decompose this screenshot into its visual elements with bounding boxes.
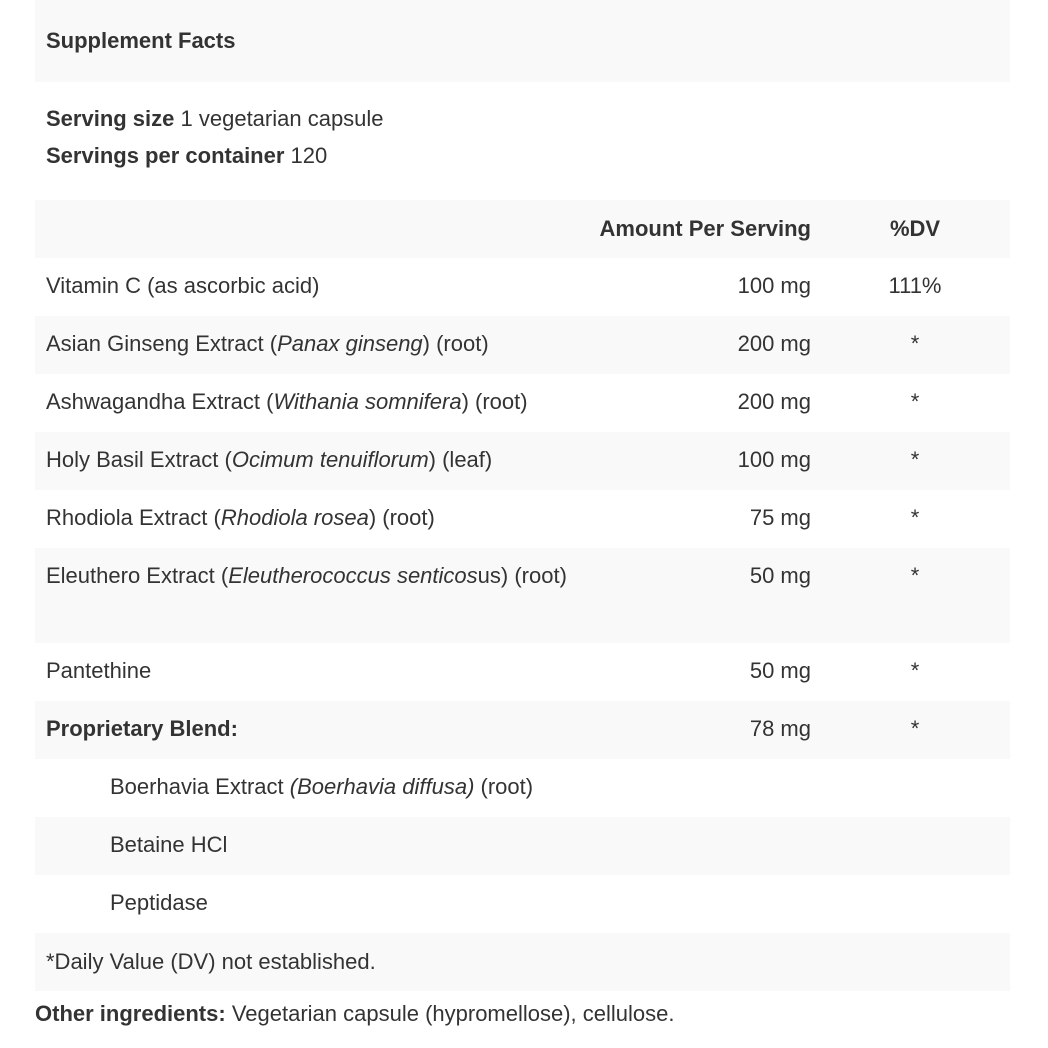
daily-value: 111%: [888, 273, 942, 298]
amount: 78 mg: [749, 716, 811, 741]
ingredient-name: Peptidase: [110, 890, 208, 915]
daily-value: *: [910, 389, 920, 414]
amount: 100 mg: [737, 447, 811, 472]
serving-info: Serving size 1 vegetarian capsule Servin…: [35, 82, 1010, 200]
amount-header: Amount Per Serving: [599, 216, 811, 241]
amount: 200 mg: [737, 389, 811, 414]
ingredient-name: Rhodiola Extract (Rhodiola rosea) (root): [46, 505, 435, 530]
supplement-facts-table: Supplement Facts Serving size 1 vegetari…: [35, 0, 1010, 991]
table-row: Asian Ginseng Extract (Panax ginseng) (r…: [35, 316, 1010, 374]
daily-value: *: [910, 563, 920, 588]
ingredient-name: Eleuthero Extract (Eleutherococcus senti…: [46, 563, 567, 588]
daily-value: *: [910, 447, 920, 472]
amount: 50 mg: [749, 563, 811, 588]
servings-per-container: Servings per container 120: [46, 143, 328, 168]
dv-header: %DV: [889, 216, 941, 241]
amount: 75 mg: [749, 505, 811, 530]
table-row: Holy Basil Extract (Ocimum tenuiflorum) …: [35, 432, 1010, 490]
blend-item-row: Boerhavia Extract (Boerhavia diffusa) (r…: [35, 759, 1010, 817]
table-row: Vitamin C (as ascorbic acid) 100 mg 111%: [35, 258, 1010, 316]
amount: 100 mg: [737, 273, 811, 298]
blend-item-row: Betaine HCl: [35, 817, 1010, 875]
dv-footnote: *Daily Value (DV) not established.: [35, 933, 1010, 991]
blend-item-row: Peptidase: [35, 875, 1010, 933]
ingredient-name: Pantethine: [46, 658, 152, 683]
table-row: Ashwagandha Extract (Withania somnifera)…: [35, 374, 1010, 432]
ingredient-name: Betaine HCl: [110, 832, 228, 857]
daily-value: *: [910, 505, 920, 530]
serving-size: Serving size 1 vegetarian capsule: [46, 106, 384, 131]
daily-value: *: [910, 658, 920, 683]
daily-value: *: [910, 331, 920, 356]
ingredient-name: Vitamin C (as ascorbic acid): [46, 273, 320, 298]
amount: 200 mg: [737, 331, 811, 356]
amount: 50 mg: [749, 658, 811, 683]
table-title: Supplement Facts: [35, 0, 1010, 82]
daily-value: *: [910, 716, 920, 741]
other-ingredients: Other ingredients: Vegetarian capsule (h…: [35, 1001, 675, 1026]
table-row: Eleuthero Extract (Eleutherococcus senti…: [35, 548, 1010, 643]
table-row: Rhodiola Extract (Rhodiola rosea) (root)…: [35, 490, 1010, 548]
ingredient-name: Boerhavia Extract (Boerhavia diffusa) (r…: [110, 774, 534, 799]
ingredient-name: Asian Ginseng Extract (Panax ginseng) (r…: [46, 331, 489, 356]
proprietary-blend-row: Proprietary Blend: 78 mg *: [35, 701, 1010, 759]
ingredient-name: Ashwagandha Extract (Withania somnifera)…: [46, 389, 528, 414]
column-header-row: Amount Per Serving %DV: [35, 200, 1010, 258]
table-row: Pantethine 50 mg *: [35, 643, 1010, 701]
ingredient-name: Holy Basil Extract (Ocimum tenuiflorum) …: [46, 447, 493, 472]
